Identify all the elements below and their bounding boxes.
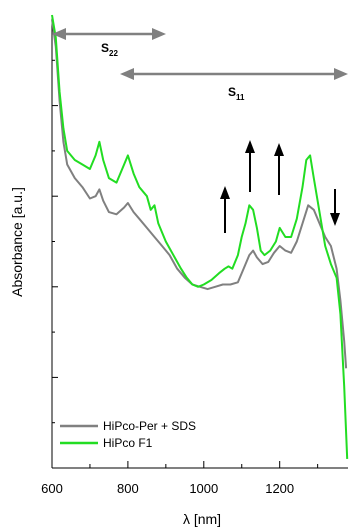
y-ticks	[52, 59, 58, 424]
legend: HiPco-Per + SDS HiPco F1	[60, 419, 196, 450]
x-tick-labels: 600 800 1000 1200	[41, 481, 294, 496]
up-arrow-1	[220, 186, 230, 233]
down-arrow	[330, 189, 340, 226]
x-axis-label: λ [nm]	[183, 511, 221, 527]
x-tick-label: 1200	[265, 481, 294, 496]
y-axis-label: Absorbance [a.u.]	[9, 187, 25, 297]
series-group	[51, 14, 349, 459]
legend-label-hipco-per-sds: HiPco-Per + SDS	[103, 419, 196, 433]
legend-label-hipco-f1: HiPco F1	[103, 436, 153, 450]
x-tick-label: 600	[41, 481, 63, 496]
x-tick-label: 800	[117, 481, 139, 496]
s11-label: S11	[228, 85, 245, 102]
s22-label: S22	[101, 41, 118, 58]
up-arrow-2	[245, 140, 255, 192]
s11-range-arrow	[120, 68, 348, 80]
up-arrow-3	[274, 143, 284, 195]
x-ticks	[51, 461, 319, 468]
s22-range-arrow	[52, 28, 166, 40]
x-tick-label: 1000	[189, 481, 218, 496]
series-line-hipco-per-sds	[51, 19, 348, 369]
series-line-hipco-f1	[51, 14, 349, 459]
